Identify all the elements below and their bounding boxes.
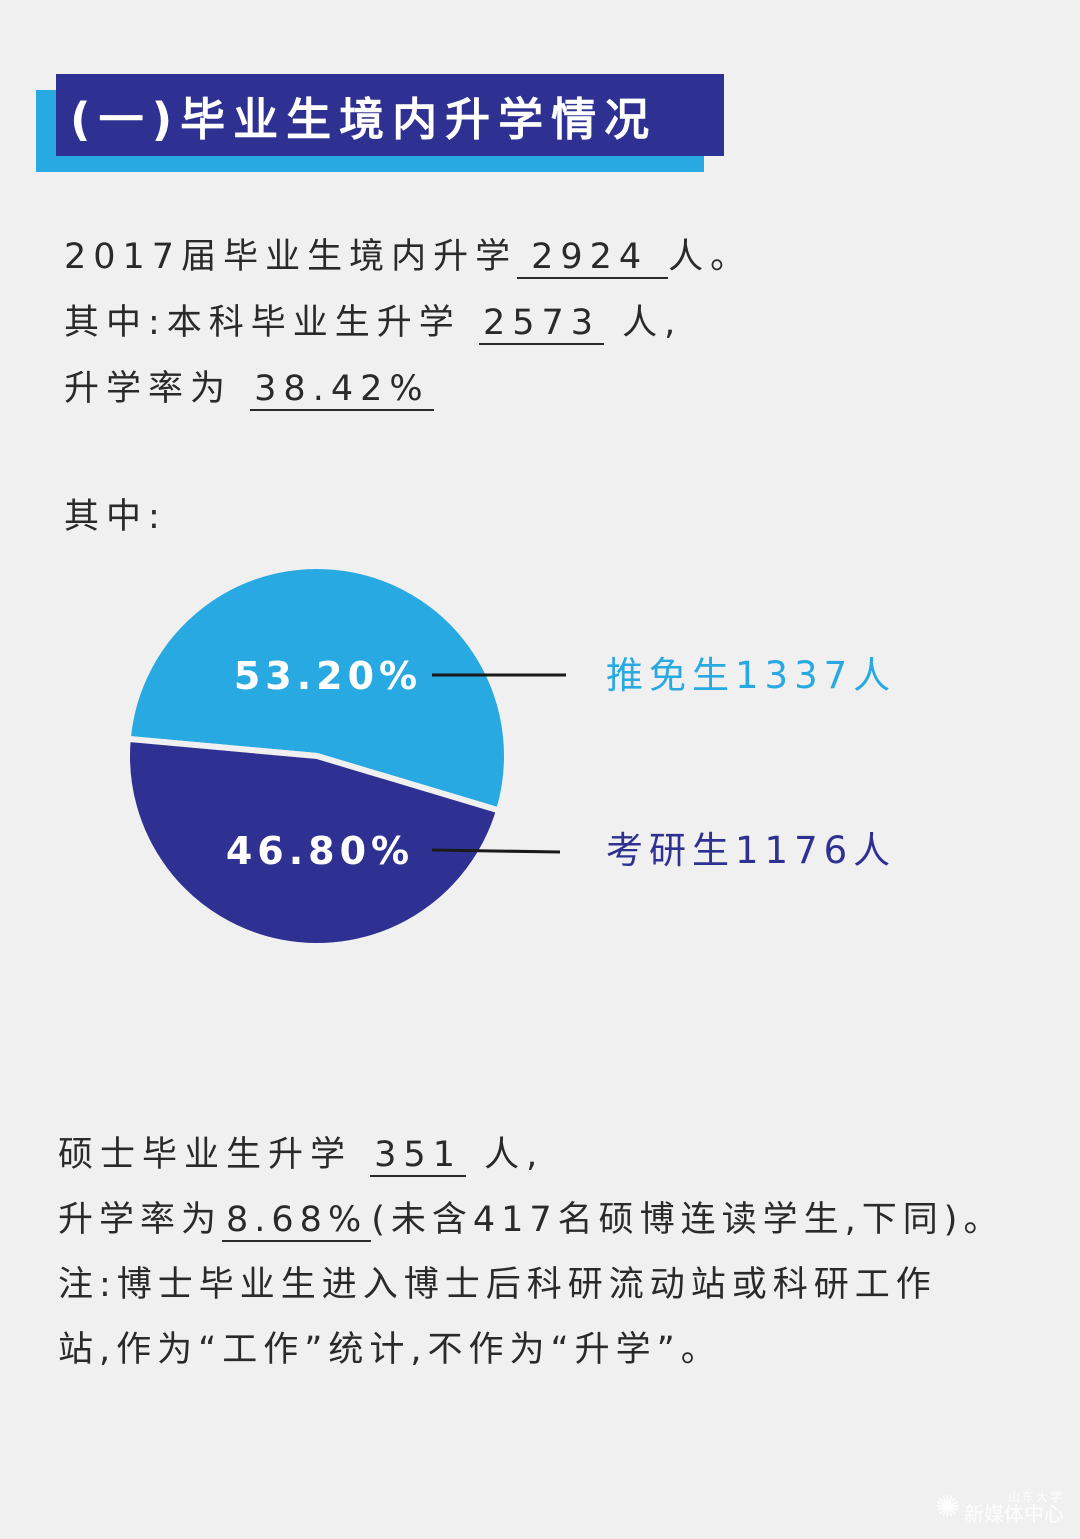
among-label: 其中:	[64, 497, 167, 537]
pie-percent-label-1: 46.80%	[226, 829, 414, 873]
masters-line-2: 升学率为 8.68% (未含417名硕博连读学生,下同)。	[58, 1191, 1004, 1242]
pie-slice-0	[124, 563, 510, 814]
summary-line-1-prefix: 2017届毕业生境内升学	[64, 237, 518, 277]
note-line-1: 注:博士毕业生进入博士后科研流动站或科研工作	[58, 1265, 937, 1305]
watermark-line-2: 新媒体中心	[964, 1502, 1064, 1526]
masters-line-1: 硕士毕业生升学 351 人,	[58, 1126, 544, 1177]
watermark-logo: ✺ 山东大学 新媒体中心	[935, 1491, 1064, 1525]
watermark-line-1: 山东大学	[1007, 1490, 1064, 1505]
section-title: (一)毕业生境内升学情况	[56, 74, 724, 156]
pie-chart: 53.20% 推免生1337人 46.80% 考研生1176人	[124, 563, 896, 949]
callout-line-1	[431, 848, 561, 854]
summary-line-1-suffix: 人。	[668, 237, 753, 277]
sunburst-icon: ✺	[934, 1490, 960, 1526]
pie-percent-label-0: 53.20%	[234, 654, 422, 698]
undergrad-count-value: 2573	[478, 304, 605, 345]
masters-count-value: 351	[370, 1136, 466, 1177]
masters-rate-value: 8.68%	[222, 1201, 372, 1242]
total-count-value: 2924	[517, 238, 669, 279]
masters-line-2-suffix: (未含417名硕博连读学生,下同)。	[371, 1200, 1005, 1240]
summary-line-1: 2017届毕业生境内升学 2924 人。	[64, 228, 752, 279]
summary-line-2-suffix: 人,	[622, 303, 683, 343]
legend-label-1: 考研生1176人	[606, 829, 896, 872]
section-title-block: (一)毕业生境内升学情况	[36, 72, 726, 174]
pie-callouts: 53.20% 推免生1337人 46.80% 考研生1176人	[226, 654, 896, 873]
note-line-2: 站,作为“工作”统计,不作为“升学”。	[58, 1330, 722, 1370]
legend-label-0: 推免生1337人	[606, 654, 896, 697]
masters-line-2-prefix: 升学率为	[58, 1200, 223, 1240]
masters-line-1-prefix: 硕士毕业生升学	[58, 1135, 353, 1175]
pie-slices	[124, 563, 510, 949]
summary-line-3: 升学率为 38.42%	[64, 360, 434, 411]
summary-line-3-prefix: 升学率为	[64, 369, 233, 409]
undergrad-rate-value: 38.42%	[250, 370, 434, 411]
masters-line-1-suffix: 人,	[484, 1135, 545, 1175]
pie-slice-1	[124, 735, 503, 949]
summary-line-2-prefix: 其中:本科毕业生升学	[64, 303, 461, 343]
summary-line-2: 其中:本科毕业生升学 2573 人,	[64, 294, 682, 345]
